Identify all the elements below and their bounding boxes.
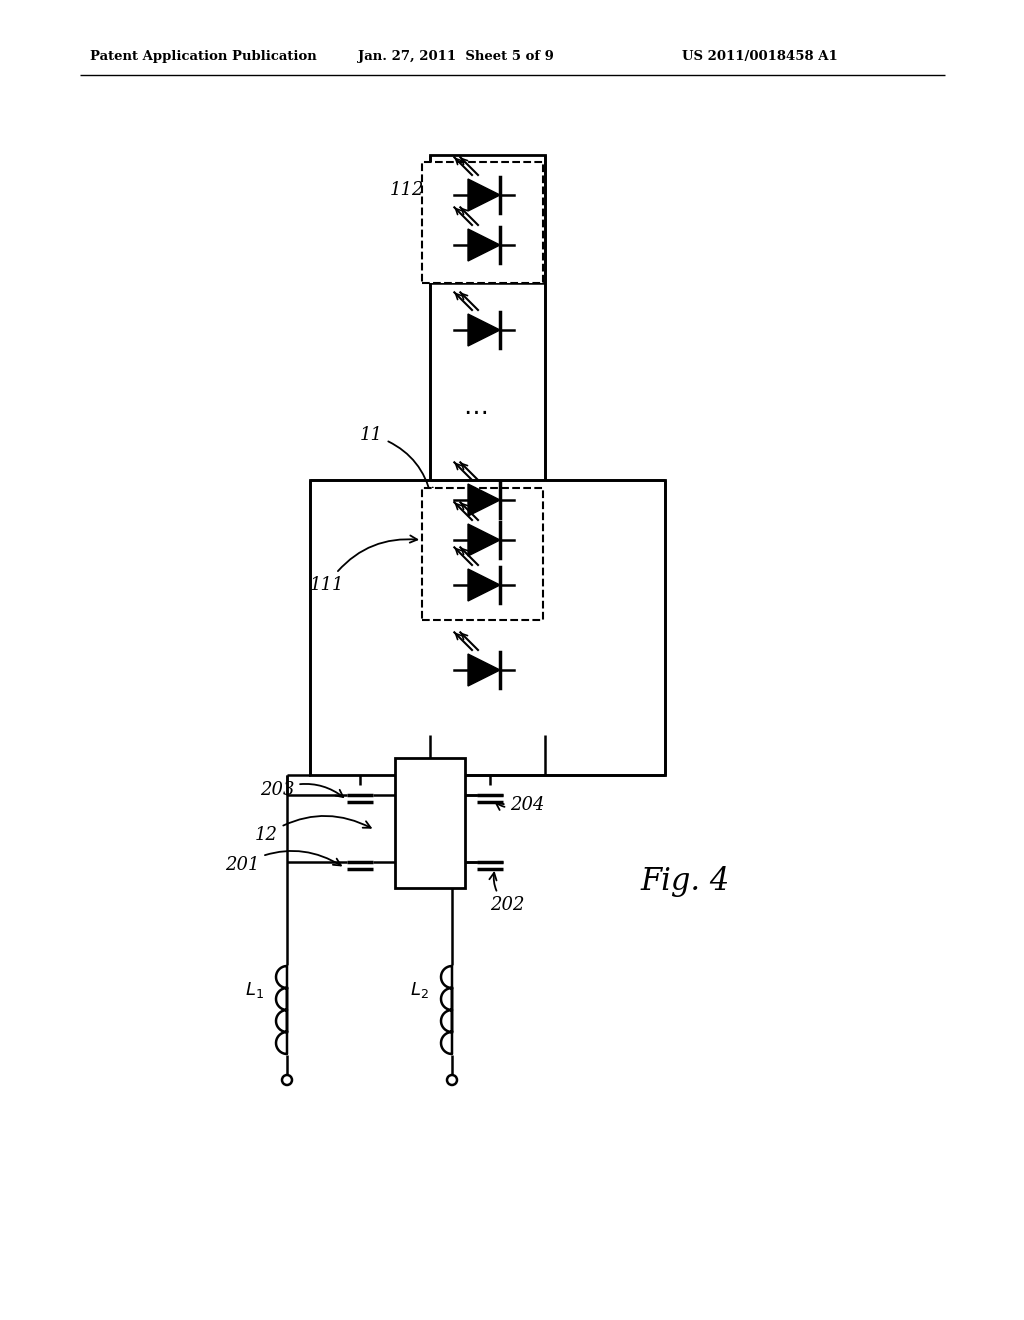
Polygon shape xyxy=(468,314,500,346)
Text: 204: 204 xyxy=(496,796,545,814)
Text: 12: 12 xyxy=(255,816,371,843)
Text: 112: 112 xyxy=(390,170,435,199)
Bar xyxy=(422,162,543,282)
Bar xyxy=(310,480,665,775)
Text: Fig. 4: Fig. 4 xyxy=(640,866,729,898)
Text: 11: 11 xyxy=(360,426,433,495)
Text: Jan. 27, 2011  Sheet 5 of 9: Jan. 27, 2011 Sheet 5 of 9 xyxy=(358,50,554,63)
Bar xyxy=(395,758,465,888)
Text: 111: 111 xyxy=(310,536,417,594)
Polygon shape xyxy=(468,569,500,601)
Text: $L_2$: $L_2$ xyxy=(410,979,429,1001)
Bar xyxy=(422,488,543,620)
Text: Patent Application Publication: Patent Application Publication xyxy=(90,50,316,63)
Polygon shape xyxy=(468,228,500,261)
Text: ⋯: ⋯ xyxy=(464,401,488,425)
Polygon shape xyxy=(468,484,500,516)
Bar xyxy=(430,154,545,735)
Text: 203: 203 xyxy=(260,781,343,799)
Text: $L_1$: $L_1$ xyxy=(245,979,264,1001)
Polygon shape xyxy=(468,524,500,556)
Text: US 2011/0018458 A1: US 2011/0018458 A1 xyxy=(682,50,838,63)
Text: 202: 202 xyxy=(489,873,524,913)
Polygon shape xyxy=(468,653,500,686)
Text: 201: 201 xyxy=(225,851,341,874)
Polygon shape xyxy=(468,180,500,211)
